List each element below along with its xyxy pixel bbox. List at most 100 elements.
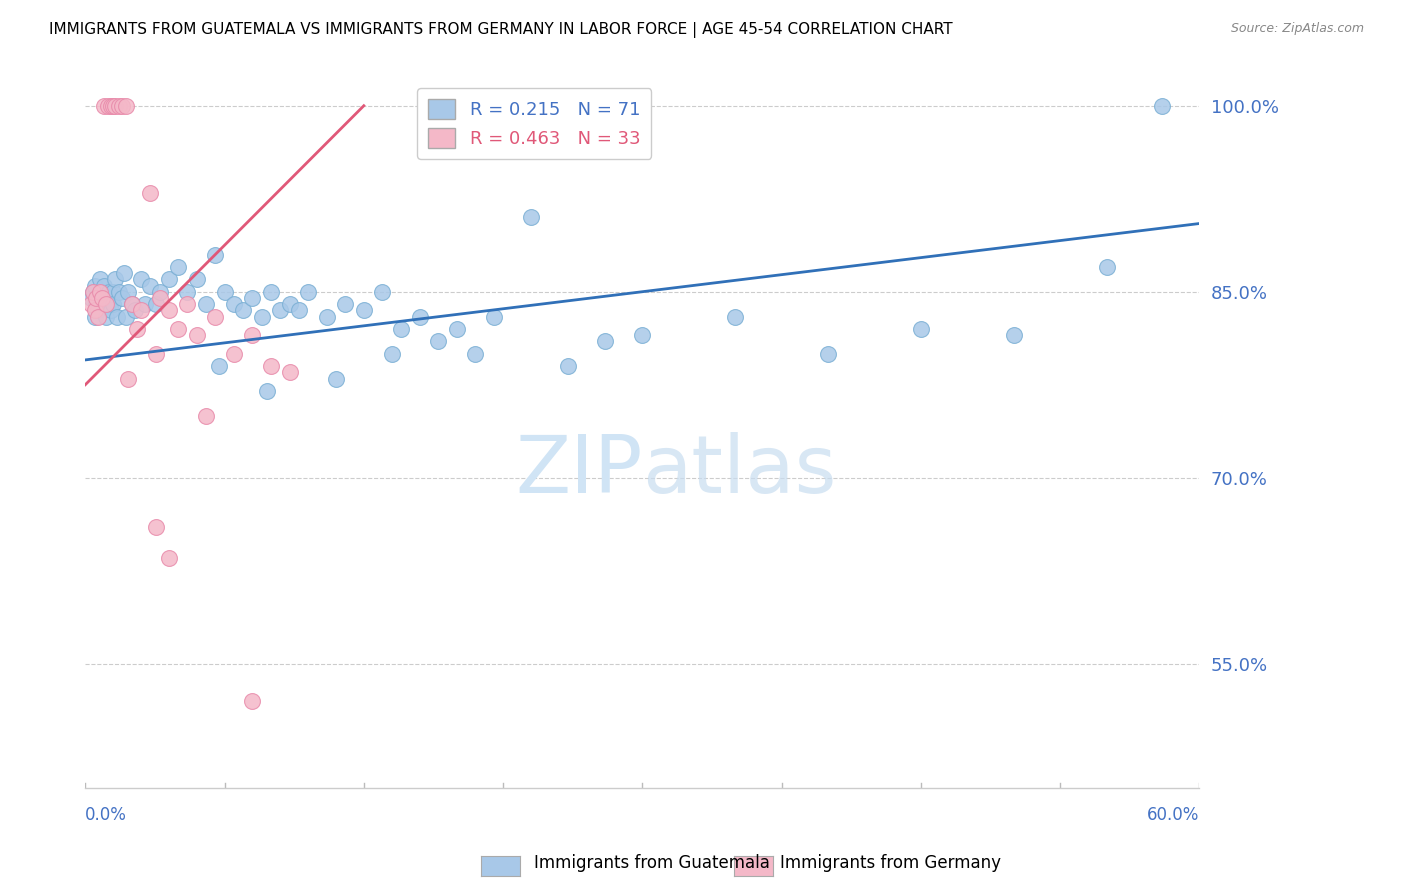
Point	[256, 384, 278, 398]
Point	[80, 297, 103, 311]
Point	[186, 272, 208, 286]
Point	[520, 211, 543, 225]
Point	[93, 278, 115, 293]
Point	[124, 303, 146, 318]
Point	[288, 303, 311, 318]
Legend: R = 0.215   N = 71, R = 0.463   N = 33: R = 0.215 N = 71, R = 0.463 N = 33	[418, 88, 651, 159]
Point	[371, 285, 394, 299]
Text: 60.0%: 60.0%	[1147, 806, 1199, 824]
Point	[139, 278, 162, 293]
Point	[148, 291, 170, 305]
Point	[157, 303, 180, 318]
Point	[482, 310, 505, 324]
Point	[87, 310, 110, 324]
Point	[127, 322, 149, 336]
Point	[91, 291, 114, 305]
Point	[86, 291, 108, 305]
Point	[89, 272, 111, 286]
Point	[87, 303, 110, 318]
Point	[167, 322, 190, 336]
Text: Source: ZipAtlas.com: Source: ZipAtlas.com	[1230, 22, 1364, 36]
Point	[381, 347, 404, 361]
Point	[83, 278, 105, 293]
Point	[242, 694, 264, 708]
Point	[98, 285, 121, 299]
Point	[82, 285, 104, 299]
Point	[129, 303, 152, 318]
Point	[145, 297, 167, 311]
Point	[82, 285, 104, 299]
Point	[100, 99, 122, 113]
Point	[157, 272, 180, 286]
Point	[278, 365, 301, 379]
Text: ZIP: ZIP	[515, 433, 643, 510]
Point	[101, 99, 124, 113]
Point	[250, 310, 273, 324]
Point	[97, 99, 120, 113]
Point	[89, 291, 111, 305]
Point	[100, 303, 122, 318]
Point	[260, 285, 283, 299]
Point	[325, 371, 347, 385]
Point	[297, 285, 319, 299]
Point	[104, 272, 127, 286]
Point	[427, 334, 450, 349]
Point	[121, 297, 143, 311]
Point	[242, 291, 264, 305]
Point	[446, 322, 468, 336]
Point	[195, 297, 218, 311]
Point	[242, 328, 264, 343]
Point	[214, 285, 236, 299]
Text: 0.0%: 0.0%	[86, 806, 127, 824]
Point	[186, 328, 208, 343]
Point	[176, 285, 198, 299]
Point	[222, 347, 245, 361]
Point	[107, 99, 129, 113]
Point	[89, 285, 111, 299]
Point	[115, 310, 138, 324]
Point	[176, 297, 198, 311]
Text: atlas: atlas	[643, 433, 837, 510]
Point	[1002, 328, 1025, 343]
Point	[94, 310, 117, 324]
Point	[97, 297, 120, 311]
Point	[269, 303, 291, 318]
Point	[107, 285, 129, 299]
Point	[315, 310, 337, 324]
Point	[121, 297, 143, 311]
Point	[148, 285, 170, 299]
Text: Immigrants from Guatemala: Immigrants from Guatemala	[534, 855, 770, 872]
Point	[101, 285, 124, 299]
Point	[93, 99, 115, 113]
Point	[724, 310, 747, 324]
Point	[139, 186, 162, 200]
Point	[83, 303, 105, 318]
Point	[1152, 99, 1174, 113]
Point	[105, 310, 128, 324]
Point	[93, 297, 115, 311]
Point	[111, 99, 134, 113]
Point	[353, 303, 375, 318]
Point	[80, 291, 103, 305]
Point	[101, 297, 124, 311]
Text: IMMIGRANTS FROM GUATEMALA VS IMMIGRANTS FROM GERMANY IN LABOR FORCE | AGE 45-54 : IMMIGRANTS FROM GUATEMALA VS IMMIGRANTS …	[49, 22, 953, 38]
Point	[817, 347, 839, 361]
Point	[91, 285, 114, 299]
Point	[117, 371, 139, 385]
Point	[117, 285, 139, 299]
Point	[86, 297, 108, 311]
Point	[195, 409, 218, 423]
Point	[208, 359, 231, 373]
Point	[232, 303, 254, 318]
Point	[112, 266, 135, 280]
Point	[1095, 260, 1118, 274]
Point	[464, 347, 486, 361]
Point	[222, 297, 245, 311]
Point	[557, 359, 579, 373]
Point	[408, 310, 430, 324]
Point	[278, 297, 301, 311]
Point	[104, 99, 127, 113]
Point	[204, 247, 226, 261]
Point	[910, 322, 932, 336]
Point	[134, 297, 156, 311]
